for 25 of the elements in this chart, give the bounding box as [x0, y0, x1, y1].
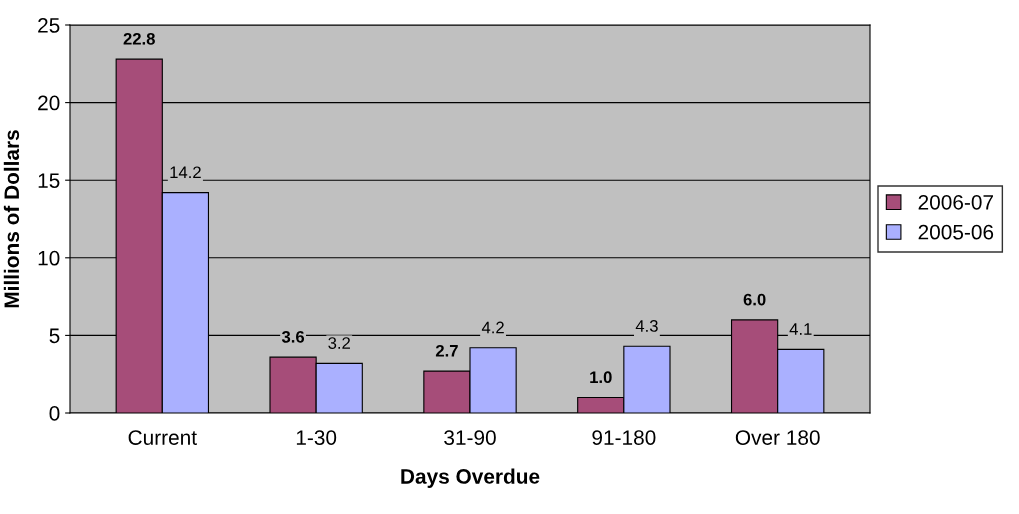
y-tick-label: 20 — [38, 95, 60, 111]
x-tick-label: Current — [128, 430, 197, 445]
data-label: 3.2 — [328, 337, 350, 349]
x-tick-label: 31-90 — [444, 430, 496, 445]
data-label: 14.2 — [170, 166, 201, 179]
y-tick-label: 5 — [49, 328, 60, 344]
data-label: 4.1 — [789, 323, 812, 335]
legend-label: 2006-07 — [918, 194, 993, 210]
data-label: 3.6 — [281, 330, 305, 343]
y-tick-label: 0 — [49, 406, 60, 421]
data-label: 22.8 — [123, 32, 155, 45]
data-label: 1.0 — [590, 371, 612, 384]
x-tick-label: 91-180 — [592, 430, 656, 445]
data-label: 2.7 — [435, 344, 458, 357]
legend-label: 2005-06 — [918, 224, 994, 240]
y-tick-label: 15 — [38, 173, 60, 188]
y-axis-title: Millions of Dollars — [3, 130, 20, 308]
data-label: 4.2 — [481, 321, 504, 334]
x-tick-label: Over 180 — [735, 430, 820, 445]
data-label: 4.3 — [635, 320, 658, 332]
x-tick-label: 1-30 — [296, 430, 337, 445]
y-tick-label: 25 — [38, 18, 60, 33]
y-tick-label: 10 — [38, 250, 60, 266]
x-axis-title: Days Overdue — [401, 468, 540, 488]
data-label: 6.0 — [743, 293, 766, 306]
